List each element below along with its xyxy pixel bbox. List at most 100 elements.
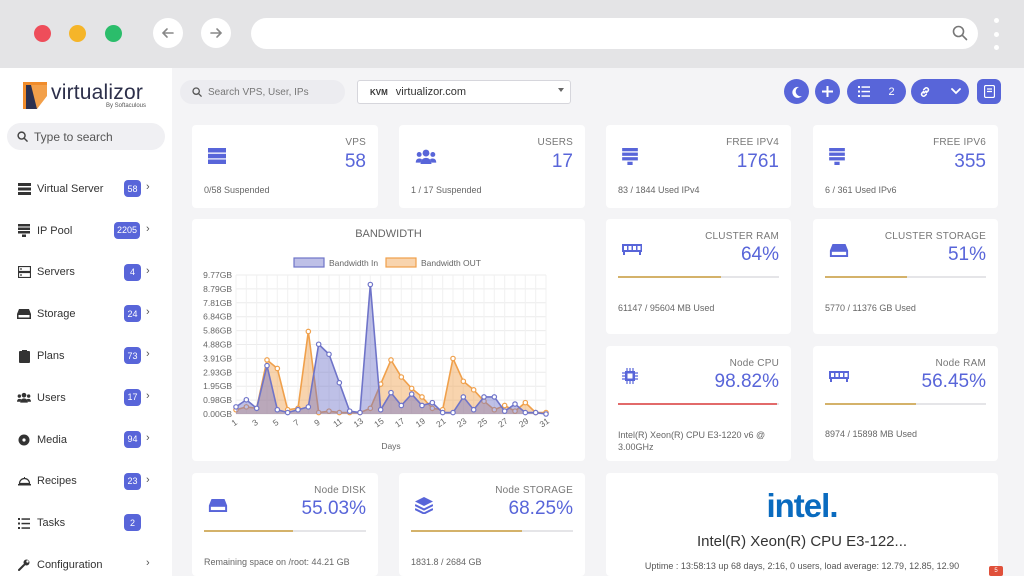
sidebar-item-virtual-server[interactable]: Virtual Server 58 ›	[0, 168, 172, 210]
list-icon	[858, 86, 871, 97]
card-subtext: 0/58 Suspended	[204, 185, 270, 195]
sidebar-item-ip-pool[interactable]: IP Pool 2205 ›	[0, 210, 172, 252]
x-tick-label: 13	[352, 416, 366, 430]
node-storage-card[interactable]: Node STORAGE 68.25% 1831.8 / 2684 GB	[399, 473, 585, 576]
storage-icon	[829, 244, 849, 257]
browser-toolbar	[0, 0, 1024, 68]
server-select[interactable]: KVM virtualizor.com	[357, 80, 571, 104]
data-point	[315, 409, 322, 416]
documentation-button[interactable]	[977, 79, 1001, 104]
window-close-button[interactable]	[34, 25, 51, 42]
data-point	[522, 409, 529, 416]
sidebar-item-media[interactable]: Media 94 ›	[0, 419, 172, 461]
data-point	[274, 406, 281, 413]
window-maximize-button[interactable]	[105, 25, 122, 42]
top-search-placeholder: Search VPS, User, IPs	[208, 86, 309, 98]
address-bar[interactable]	[251, 18, 978, 49]
data-point	[398, 374, 405, 380]
data-point	[326, 351, 332, 358]
progress-fill	[618, 403, 778, 405]
vps-card[interactable]: VPS 58 0/58 Suspended	[192, 125, 378, 208]
data-point	[377, 406, 384, 413]
server-type-label: KVM	[370, 87, 388, 97]
y-tick-label: 8.79GB	[203, 284, 232, 294]
x-axis-label: Days	[381, 441, 400, 451]
card-title: CLUSTER STORAGE	[884, 231, 986, 242]
x-tick-label: 11	[331, 416, 344, 429]
virtualizor-logo-icon	[23, 82, 47, 109]
data-point	[388, 389, 394, 396]
browser-back-button[interactable]	[153, 18, 183, 48]
card-title: Node CPU	[729, 358, 779, 369]
card-value: 58	[344, 151, 366, 172]
card-title: Node STORAGE	[495, 485, 573, 496]
y-tick-label: 0.00GB	[203, 409, 232, 419]
node-cpu-card[interactable]: Node CPU 98.82% Intel(R) Xeon(R) CPU E3-…	[606, 346, 791, 461]
sidebar-item-recipes[interactable]: Recipes 23 ›	[0, 461, 172, 503]
sidebar-item-plans[interactable]: Plans 73 ›	[0, 335, 172, 377]
sidebar-menu: Virtual Server 58 › IP Pool 2205 › Serve…	[0, 168, 172, 576]
y-tick-label: 9.77GB	[203, 270, 232, 280]
sidebar-item-label: Plans	[37, 350, 65, 363]
sidebar-item-tasks[interactable]: Tasks 2	[0, 502, 172, 544]
links-dropdown-button[interactable]	[911, 79, 969, 104]
tasks-count: 2	[888, 85, 895, 98]
book-icon	[983, 85, 995, 98]
sidebar-item-configuration[interactable]: Configuration ›	[0, 544, 172, 576]
card-subtext: 8974 / 15898 MB Used	[825, 429, 918, 439]
data-point	[450, 355, 456, 362]
data-point	[419, 402, 425, 409]
free-ipv4-card[interactable]: FREE IPV4 1761 83 / 1844 Used IPv4	[606, 125, 791, 208]
layers-icon	[415, 497, 433, 514]
sidebar-search-input[interactable]: Type to search	[7, 123, 165, 150]
sidebar-item-servers[interactable]: Servers 4 ›	[0, 252, 172, 294]
sidebar-item-users[interactable]: Users 17 ›	[0, 377, 172, 419]
browser-forward-button[interactable]	[201, 18, 231, 48]
memory-icon	[829, 371, 849, 382]
x-tick-label: 29	[517, 416, 531, 430]
count-badge: 2205	[114, 221, 141, 239]
data-point	[326, 408, 332, 414]
card-title: Node DISK	[314, 485, 366, 496]
chevron-right-icon: ›	[146, 264, 150, 277]
top-search-input[interactable]: Search VPS, User, IPs	[180, 80, 345, 104]
data-point	[264, 357, 270, 363]
dark-mode-button[interactable]	[784, 79, 809, 104]
card-value: 64%	[740, 244, 779, 265]
server-stack-icon	[17, 182, 31, 196]
y-tick-label: 1.95GB	[203, 381, 232, 391]
users-card[interactable]: USERS 17 1 / 17 Suspended	[399, 125, 585, 208]
browser-menu-button[interactable]	[993, 18, 999, 50]
sidebar-item-label: Servers	[37, 266, 75, 279]
x-tick-label: 5	[271, 417, 281, 428]
processor-info-card: intel. Intel(R) Xeon(R) CPU E3-122... Up…	[606, 473, 998, 576]
sidebar-item-label: Users	[37, 391, 66, 404]
add-button[interactable]	[815, 79, 840, 104]
progress-fill	[204, 530, 294, 532]
free-ipv6-card[interactable]: FREE IPV6 355 6 / 361 Used IPv6	[813, 125, 998, 208]
x-tick-label: 7	[291, 417, 301, 428]
node-ram-card[interactable]: Node RAM 56.45% 8974 / 15898 MB Used	[813, 346, 998, 461]
sidebar-item-storage[interactable]: Storage 24 ›	[0, 293, 172, 335]
chevron-right-icon: ›	[146, 306, 150, 319]
data-point	[491, 394, 498, 400]
tasks-button[interactable]: 2	[847, 79, 906, 104]
notification-badge[interactable]: 5	[989, 566, 1003, 576]
cluster-storage-card[interactable]: CLUSTER STORAGE 51% 5770 / 11376 GB Used	[813, 219, 998, 334]
search-icon	[952, 25, 968, 41]
window-minimize-button[interactable]	[69, 25, 86, 42]
progress-fill	[825, 403, 916, 405]
data-point	[233, 404, 239, 410]
users-icon	[415, 149, 437, 164]
logo[interactable]: virtualizor By Softaculous	[23, 82, 146, 109]
processor-name: Intel(R) Xeon(R) CPU E3-122...	[696, 533, 908, 550]
cluster-ram-card[interactable]: CLUSTER RAM 64% 61147 / 95604 MB Used	[606, 219, 791, 334]
chevron-right-icon: ›	[146, 181, 150, 193]
data-point	[429, 399, 436, 406]
card-value: 98.82%	[714, 371, 779, 392]
node-disk-card[interactable]: Node DISK 55.03% Remaining space on /roo…	[192, 473, 378, 576]
logo-byline: By Softaculous	[106, 103, 147, 109]
data-point	[315, 341, 322, 348]
card-value: 17	[551, 151, 573, 172]
x-tick-label: 25	[476, 416, 490, 430]
